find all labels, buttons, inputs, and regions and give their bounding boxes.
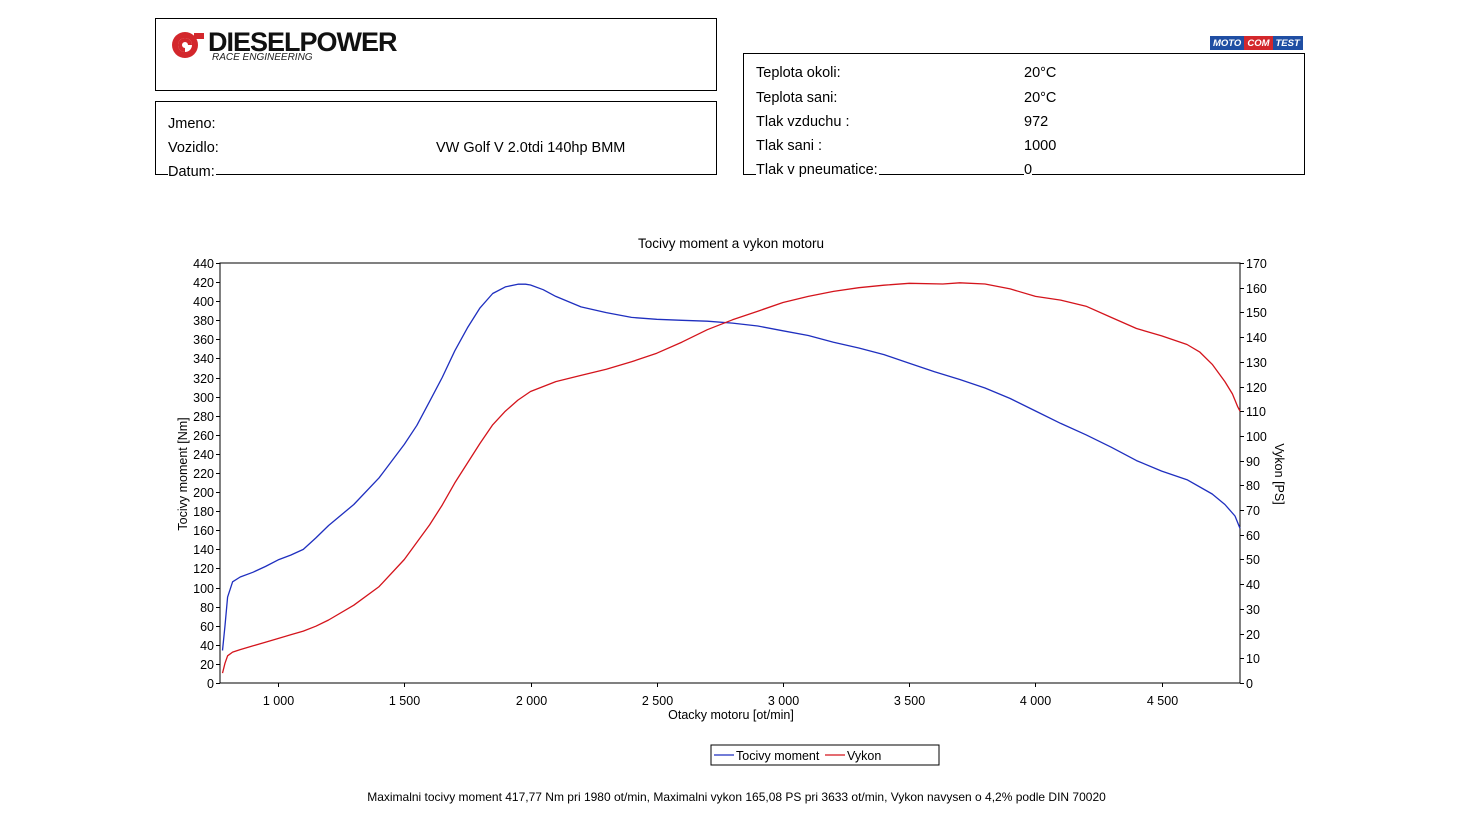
condition-label: Tlak v pneumatice: [756,162,879,179]
summary-footer: Maximalni tocivy moment 417,77 Nm pri 19… [367,790,1106,804]
date-label: Datum: [168,164,216,181]
legend-label-power: Vykon [847,749,881,763]
condition-value: 972 [1024,114,1049,130]
y-tick-label: 160 [193,524,214,538]
y-tick-label: 0 [207,677,214,691]
y2-tick-label: 100 [1246,430,1267,444]
torque-series-line [221,283,1241,651]
y-tick-label: 420 [193,276,214,290]
brand-name: DIESELPOWER [208,27,398,57]
x-tick-label: 1 500 [389,694,420,708]
y2-axis-label: Vykon [PS] [1272,443,1286,504]
y-tick-label: 280 [193,410,214,424]
x-tick-label: 2 000 [516,694,547,708]
name-label: Jmeno: [168,116,216,132]
brand-subtitle: RACE ENGINEERING [212,52,313,63]
y2-tick-label: 110 [1246,405,1266,419]
condition-label: Tlak vzduchu : [756,114,850,130]
y-tick-label: 340 [193,352,214,366]
axes-layer: 0204060801001201401601802002202402602803… [193,257,1267,708]
condition-value: 20°C [1024,90,1057,106]
y-tick-label: 100 [193,582,214,596]
y2-tick-label: 30 [1246,603,1260,617]
y-tick-label: 60 [200,620,214,634]
series-layer [221,282,1241,674]
y-tick-label: 200 [193,486,214,500]
y-tick-label: 320 [193,372,214,386]
y-tick-label: 240 [193,448,214,462]
x-tick-label: 1 000 [263,694,294,708]
y-tick-label: 380 [193,314,214,328]
y2-tick-label: 10 [1246,652,1260,666]
y-tick-label: 440 [193,257,214,271]
plot-area [219,262,1241,684]
condition-value: 1000 [1024,138,1057,154]
motocom-part-1: MOTO [1210,36,1245,50]
y-tick-label: 400 [193,295,214,309]
y-tick-label: 180 [193,505,214,519]
y2-tick-label: 20 [1246,628,1260,642]
y2-tick-label: 60 [1246,529,1260,543]
condition-value: 0 [1024,162,1033,179]
turbo-icon [172,32,204,58]
condition-value: 20°C [1024,65,1057,81]
y-tick-label: 260 [193,429,214,443]
y-tick-label: 20 [200,658,214,672]
chart-legend: Tocivy moment Vykon [710,744,940,766]
vehicle-label: Vozidlo: [168,140,219,156]
y2-tick-label: 70 [1246,504,1260,518]
y-tick-label: 80 [200,601,214,615]
condition-label: Teplota okoli: [756,65,841,81]
y-tick-label: 140 [193,543,214,557]
legend-label-torque: Tocivy moment [736,749,820,763]
condition-label: Teplota sani: [756,90,838,106]
x-axis-label: Otacky motoru [ot/min] [668,708,794,722]
y2-tick-label: 150 [1246,306,1267,320]
y2-tick-label: 0 [1246,677,1253,691]
y-tick-label: 220 [193,467,214,481]
motocom-part-3: TEST [1272,36,1303,50]
dieselpower-logo: DIESELPOWER [170,27,398,59]
y-axis-label: Tocivy moment [Nm] [176,417,190,530]
x-tick-label: 4 000 [1020,694,1051,708]
y-tick-label: 360 [193,333,214,347]
y-tick-label: 40 [200,639,214,653]
y2-tick-label: 120 [1246,381,1267,395]
y2-tick-label: 80 [1246,479,1260,493]
y2-tick-label: 170 [1246,257,1267,271]
motocom-test-logo: MOTO COM TEST [1210,36,1303,50]
y2-tick-label: 130 [1246,356,1267,370]
y2-tick-label: 40 [1246,578,1260,592]
vehicle-value: VW Golf V 2.0tdi 140hp BMM [436,140,626,156]
power-series-line [221,282,1241,674]
vehicle-info-box: Jmeno: Vozidlo: VW Golf V 2.0tdi 140hp B… [155,101,717,181]
y2-tick-label: 160 [1246,282,1267,296]
y-tick-label: 300 [193,391,214,405]
x-tick-label: 2 500 [642,694,673,708]
y2-tick-label: 50 [1246,553,1260,567]
y-tick-label: 120 [193,562,214,576]
x-tick-label: 4 500 [1147,694,1178,708]
chart-title: Tocivy moment a vykon motoru [638,236,824,251]
motocom-part-2: COM [1244,36,1273,50]
y2-tick-label: 140 [1246,331,1267,345]
x-tick-label: 3 500 [894,694,925,708]
logo-box: DIESELPOWER RACE ENGINEERING [155,18,717,91]
x-tick-label: 3 000 [768,694,799,708]
y2-tick-label: 90 [1246,455,1260,469]
test-conditions-box: Teplota okoli: 20°C Teplota sani: 20°C T… [743,53,1305,179]
condition-label: Tlak sani : [756,138,823,154]
